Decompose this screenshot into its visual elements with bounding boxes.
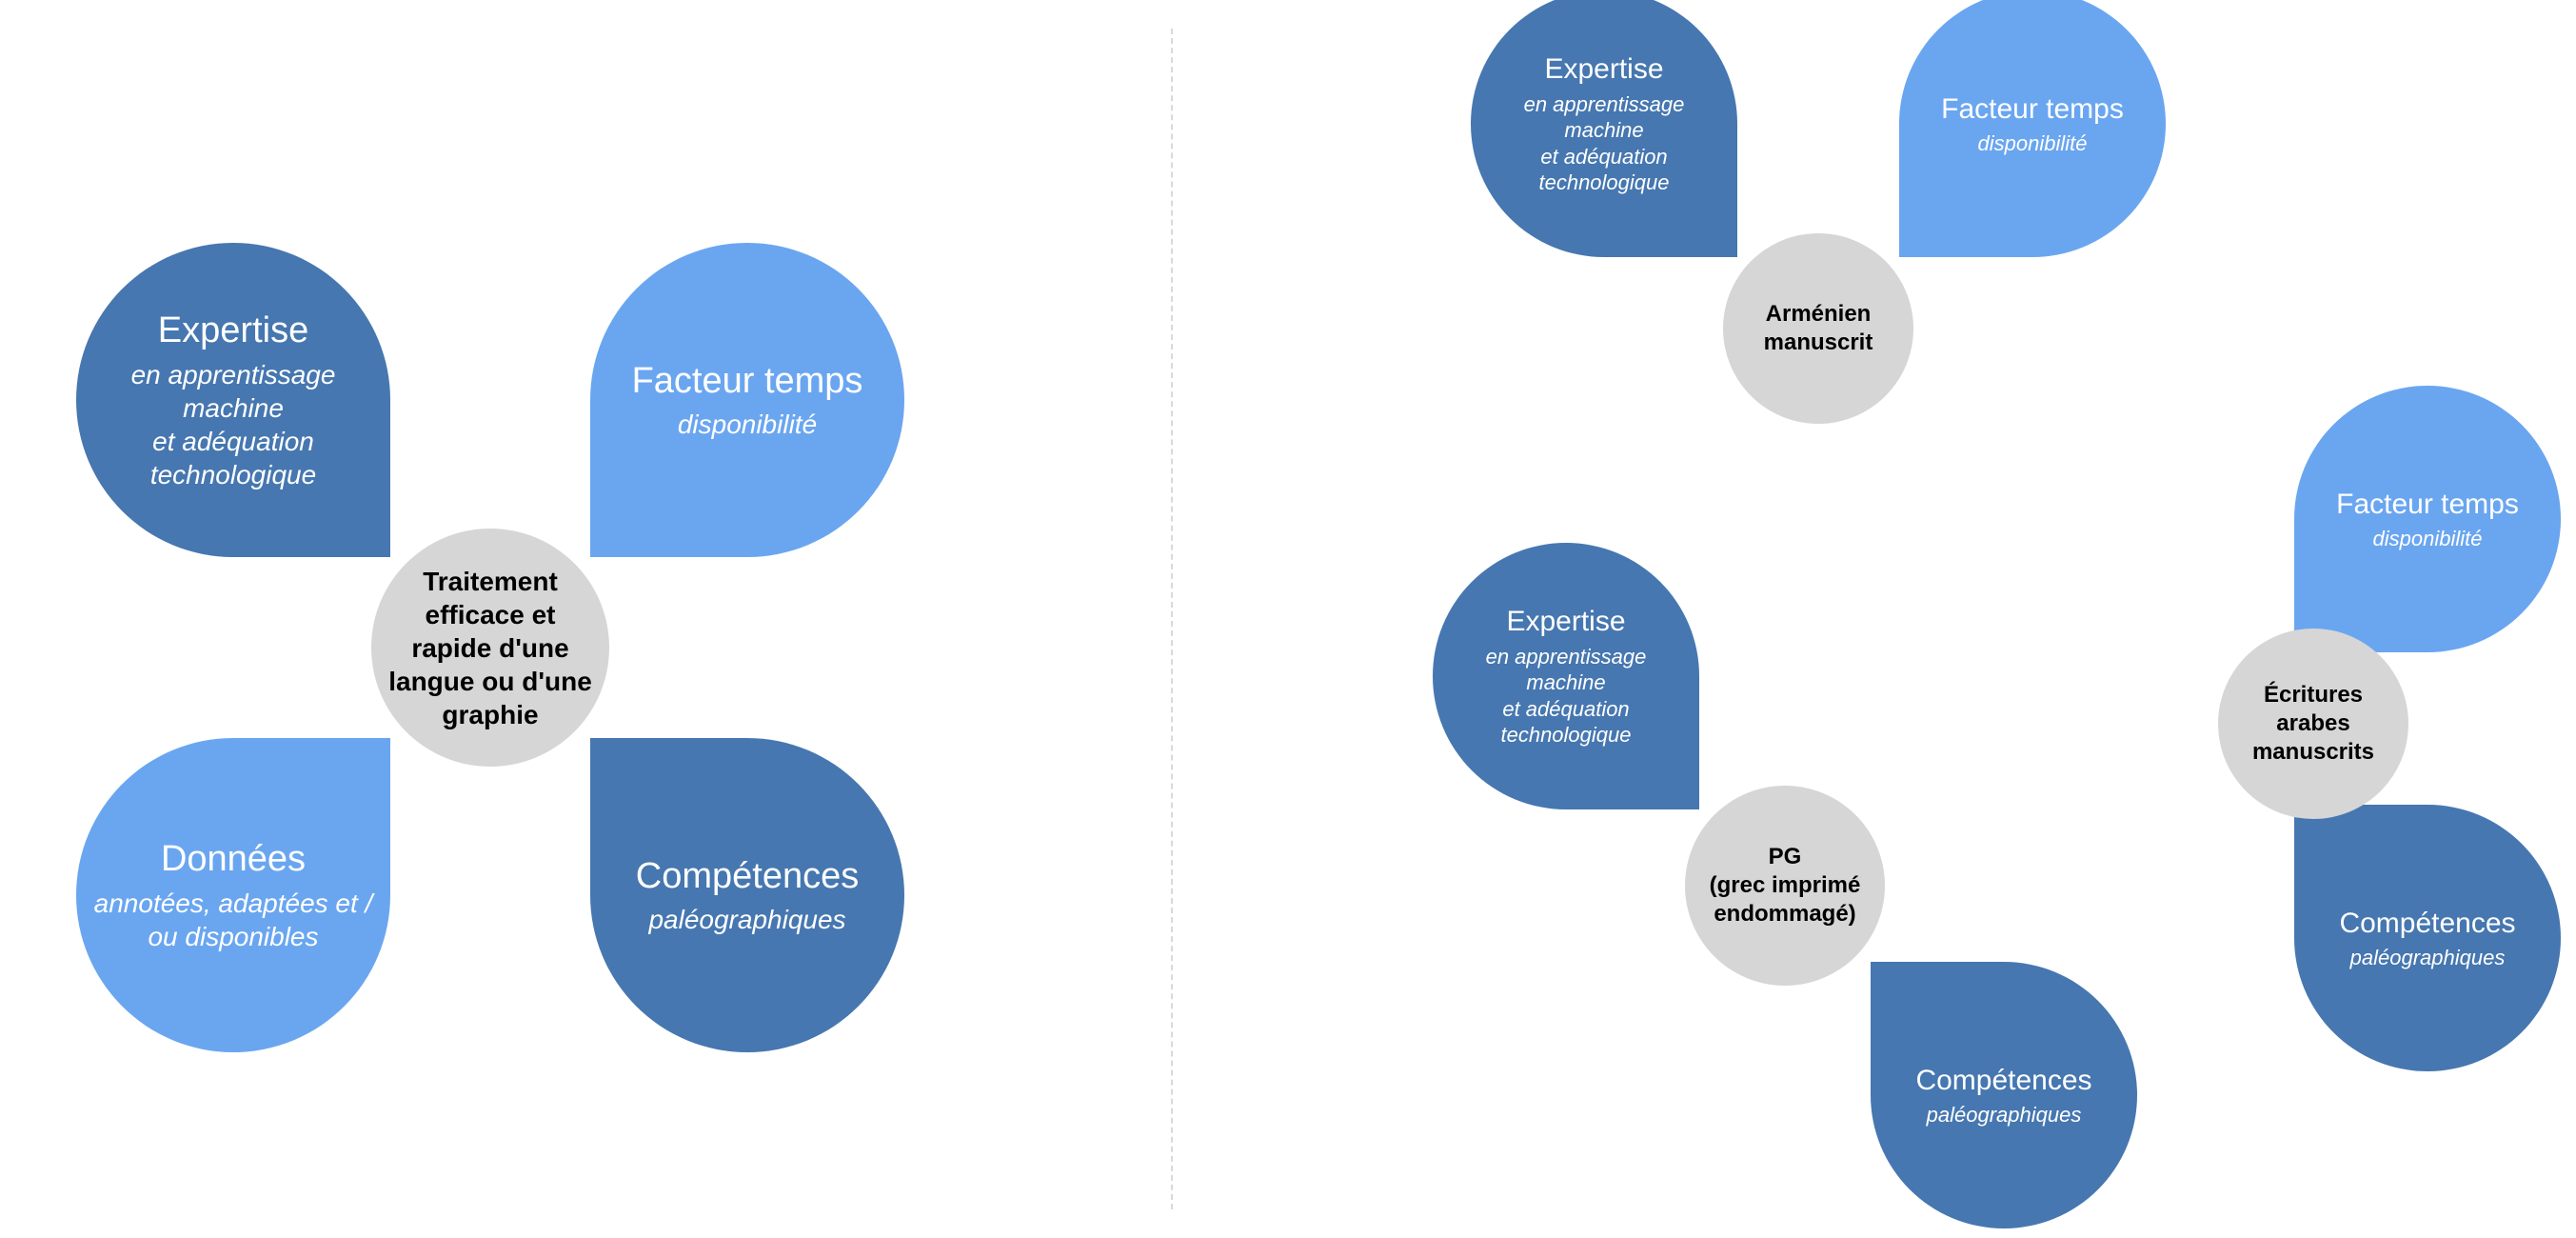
petal-title: Compétences [636,854,859,900]
petal-title: Expertise [1506,604,1625,640]
petal-title: Facteur temps [632,359,863,405]
petal-subtitle: paléographiques [1927,1102,2082,1128]
petal-tl: Expertise en apprentissage machineet adéq… [1433,543,1699,809]
hub: PG(grec imprimé endommagé) [1685,786,1885,986]
petal-subtitle: en apprentissage machineet adéquation te… [1488,91,1720,196]
hub: Arménien manuscrit [1723,233,1913,424]
hub: Écritures arabes manuscrits [2218,629,2408,819]
petal-tr: Facteur temps disponibilité [2294,386,2561,652]
petal-title: Expertise [1544,51,1663,88]
vertical-divider [1171,29,1173,1209]
hub: Traitement efficace et rapide d'une lang… [371,529,609,767]
petal-br: Compétences paléographiques [1871,962,2137,1228]
petal-br: Compétences paléographiques [2294,805,2561,1071]
petal-bl: Donnéesannotées, adaptées et / ou dispon… [76,738,390,1052]
petal-subtitle: annotées, adaptées et / ou disponibles [93,887,373,953]
petal-title: Expertise [158,309,308,354]
petal-title: Compétences [1915,1063,2091,1099]
petal-subtitle: paléographiques [648,903,845,936]
petal-subtitle: disponibilité [678,408,817,441]
petal-title: Compétences [2339,906,2515,942]
petal-br: Compétencespaléographiques [590,738,904,1052]
petal-subtitle: en apprentissage machineet adéquation te… [93,358,373,491]
petal-title: Données [161,837,306,883]
petal-subtitle: disponibilité [1978,130,2088,157]
petal-tl: Expertiseen apprentissage machineet adéq… [76,243,390,557]
petal-tr: Facteur tempsdisponibilité [590,243,904,557]
petal-title: Facteur temps [1941,91,2124,128]
petal-subtitle: disponibilité [2373,526,2483,552]
petal-title: Facteur temps [2336,487,2519,523]
petal-subtitle: en apprentissage machineet adéquation te… [1450,644,1682,749]
petal-tl: Expertiseen apprentissage machineet adéq… [1471,0,1737,257]
petal-tr: Facteur tempsdisponibilité [1899,0,2166,257]
petal-subtitle: paléographiques [2350,945,2506,971]
